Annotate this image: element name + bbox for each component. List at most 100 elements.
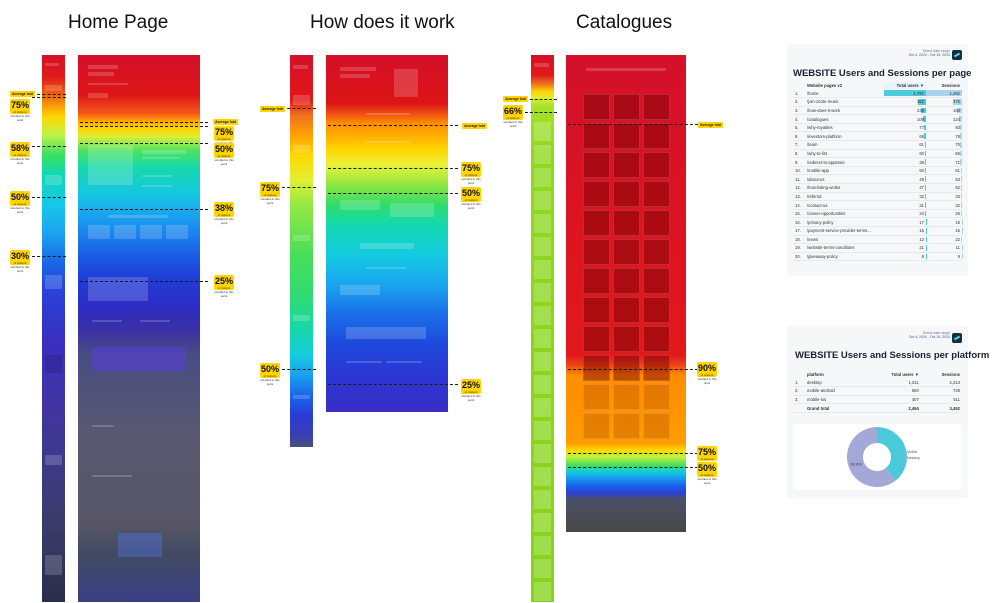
row-users: 50 [884,166,926,176]
catalogue-card [583,384,610,410]
donut-slice-mobile[interactable] [877,427,907,481]
sort-desc-icon: ▼ [914,372,919,377]
grand-total-row: Grand total 2,494 3,452 [793,403,962,413]
row-users: 32 [884,192,926,202]
home-mobile-badge-50: 50% of visitors scrolled to this point [10,191,30,214]
row-index: 10. [793,166,805,176]
platform-donut-chart: 60.6% [847,427,907,487]
home-desktop-badge-38: 38% of visitors scrolled to this point [214,202,234,225]
row-sessions: 32 [926,200,962,210]
row-users: 17 [884,217,926,227]
row-page: /payment-service-provider-terms... [805,226,884,236]
col-platform-sessions[interactable]: Sessions [941,372,960,377]
row-index: 17. [793,226,805,236]
row-page: /giveaway-policy [805,252,884,262]
col-platform-users[interactable]: Total users ▼ [891,372,919,377]
home-desktop-avg-fold-label: Average fold [213,119,239,125]
catalogue-card [643,384,670,410]
row-page: /why-royalties [805,123,884,133]
home-desktop-badge-75: 75%of visitors scrolled to this point [214,126,234,149]
platform-date-picker[interactable]: Select date range Oct 4, 2024 - Oct 19, … [908,331,950,339]
report-logo-icon [952,50,962,60]
platform-donut-card: 60.6% Mobile Desktop [793,424,962,490]
table-row: 18./news 12 22 [793,235,962,245]
row-sessions: 52 [926,183,962,193]
catalogue-card [643,297,670,323]
home-desktop-heatmap [78,55,200,602]
catalogue-card [583,413,610,439]
catalogue-mobile-card [534,306,551,325]
catalogue-mobile-card [534,582,551,601]
legend-desktop: Desktop [903,456,920,460]
row-sessions: 9 [926,252,962,262]
row-index: 9. [793,157,805,167]
pages-table: Website pages v2 Total users ▼ Sessions … [793,82,962,262]
row-page: /home [805,89,884,99]
home-mobile-badge-75: 75% of visitors scrolled to this point [10,99,30,122]
row-page: /investors-platform [805,131,884,142]
legend-mobile: Mobile [903,450,917,454]
catalogue-card [583,123,610,149]
row-sessions: 193 [926,106,962,116]
row-users: 21 [884,243,926,253]
table-row: 1. desktop 1,511 2,213 [793,378,962,388]
row-sessions: 11 [926,243,962,253]
catalogue-card [613,152,640,178]
catalogue-card [583,210,610,236]
row-page: /referral [805,192,884,202]
table-row: 3. mobile-ios 407 511 [793,395,962,405]
row-sessions: 70 [926,140,962,150]
how-mobile-heatmap [290,55,313,447]
row-sessions: 71 [926,157,962,167]
home-mobile-badge-58: 58% of visitors scrolled to this point [10,142,30,165]
catalogues-desktop-avg-fold-label: Average fold [698,122,724,128]
col-total-users[interactable]: Total users ▼ [884,82,926,89]
catalogue-card [583,268,610,294]
row-sessions: 65 [926,149,962,159]
table-row: 15./career-opportunities 24 26 [793,209,962,219]
col-website-pages[interactable]: Website pages v2 [807,83,843,88]
catalogue-card [613,94,640,120]
catalogue-mobile-card [534,283,551,302]
table-row: 13./referral 32 33 [793,192,962,202]
catalogue-card [583,94,610,120]
row-sessions: 26 [926,209,962,219]
row-index: 1. [793,89,805,99]
catalogue-mobile-card [534,421,551,440]
catalogue-mobile-card [534,352,551,371]
row-index: 11. [793,174,805,185]
row-users: 31 [884,200,926,210]
pages-date-picker[interactable]: Select date range Oct 4, 2024 - Oct 19, … [908,49,950,57]
table-row: 2./join-zoote-music 362 376 [793,97,962,107]
catalogue-card [643,152,670,178]
row-users: 362 [884,97,926,107]
how-desktop-badge-25: 25% of visitors scrolled to this point [461,379,481,402]
catalogue-card [583,297,610,323]
how-desktop-badge-75: 75% of visitors scrolled to this point [461,162,481,185]
row-users: 61 [884,140,926,150]
row-page: /catalogues [805,114,884,124]
row-sessions: 61 [926,166,962,176]
catalogue-mobile-card [534,444,551,463]
donut-slice-desktop[interactable] [847,427,896,487]
catalogue-mobile-card [534,145,551,164]
row-page: /news [805,235,884,245]
how-it-works-title: How does it work [310,12,455,33]
row-users: 1,797 [884,89,926,99]
row-index: 15. [793,209,805,219]
col-sessions[interactable]: Sessions [941,83,960,88]
row-page: /privacy-policy [805,217,884,227]
catalogue-card [643,210,670,236]
row-index: 19. [793,243,805,253]
col-platform[interactable]: platform [807,372,824,377]
row-page: /redirect-to-appstore [805,157,884,167]
table-row: 16./privacy-policy 17 18 [793,217,962,227]
row-page: /website-terms-conditions [805,243,884,253]
catalogue-card [583,355,610,381]
table-row: 11./about-us 49 53 [793,174,962,185]
row-users: 236 [884,106,926,116]
table-row: 19./website-terms-conditions 21 11 [793,243,962,253]
how-mobile-avg-fold-label: Average fold [260,106,286,112]
catalogue-card [613,181,640,207]
row-sessions: 18 [926,217,962,227]
